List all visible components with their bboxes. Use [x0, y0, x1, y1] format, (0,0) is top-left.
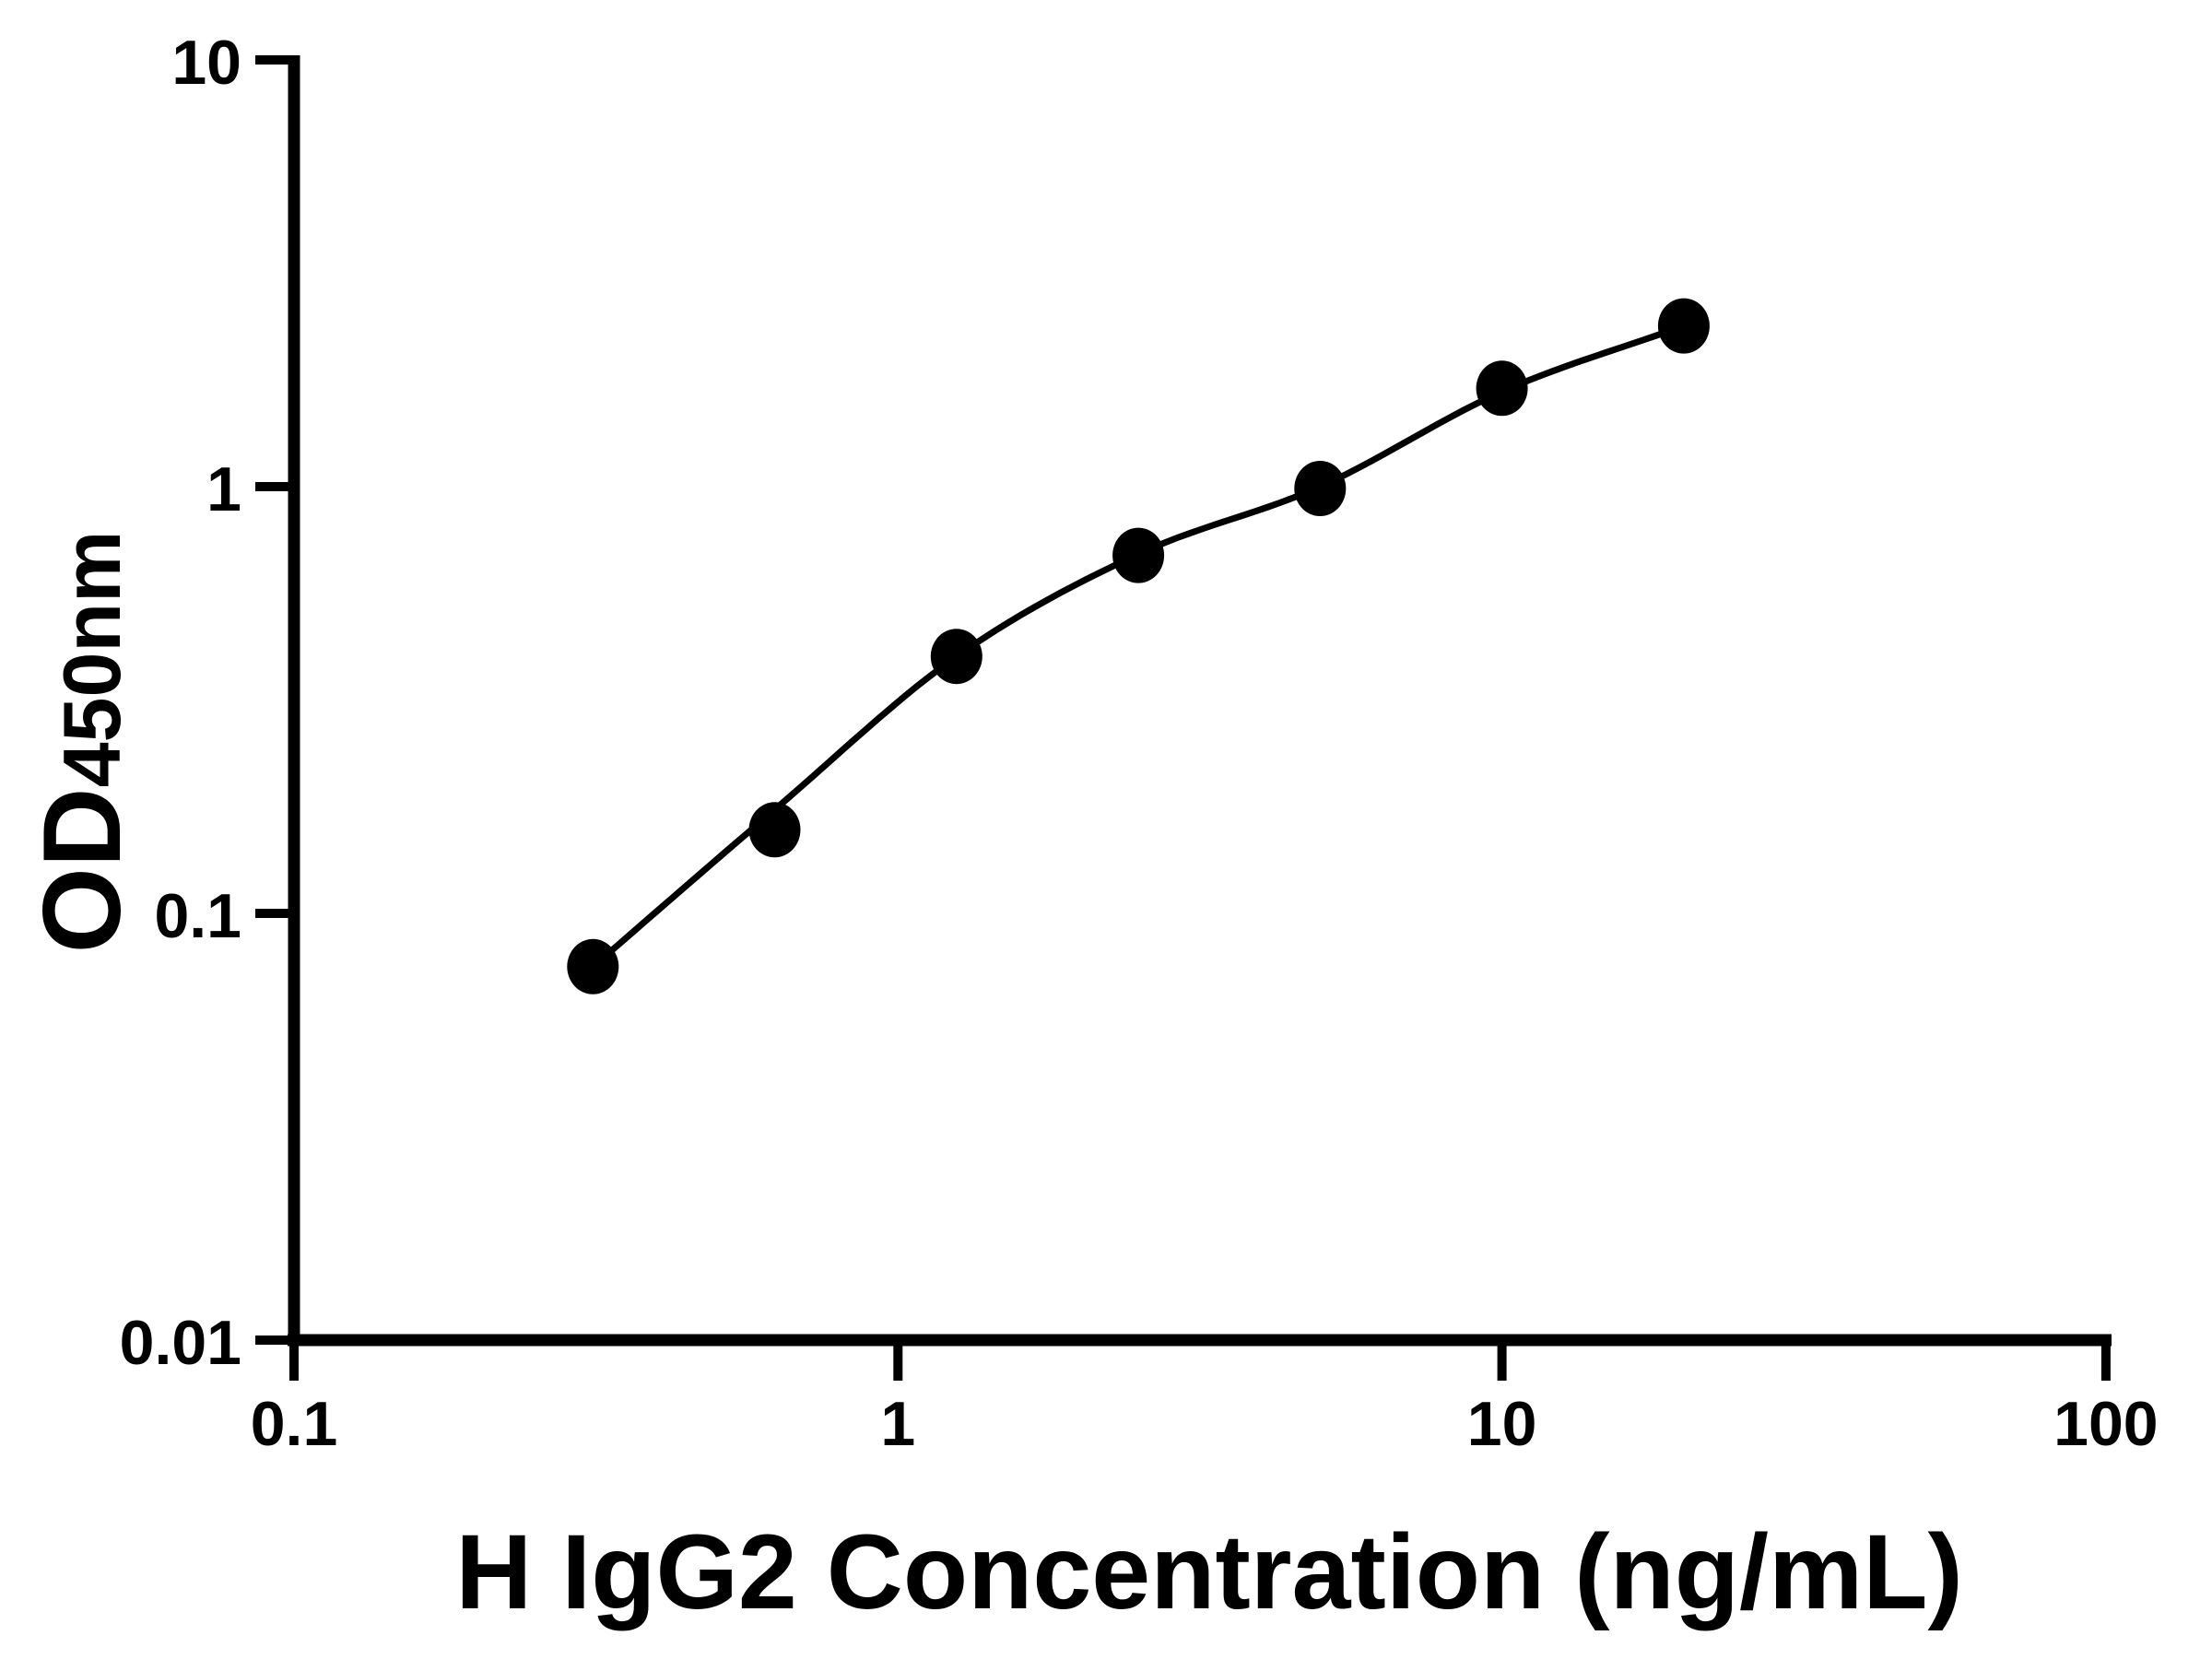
fit-curve-group	[589, 323, 1688, 971]
y-tick-label: 0.1	[154, 881, 241, 951]
data-point	[1476, 360, 1528, 417]
y-axis-title-sub: 450nm	[46, 531, 137, 788]
x-tick-label: 10	[1467, 1389, 1537, 1459]
y-axis-ticks: 10 1 0.1 0.01	[120, 28, 294, 1378]
fit-curve	[589, 323, 1688, 971]
data-point	[748, 802, 801, 858]
y-tick-label: 0.01	[120, 1308, 241, 1378]
x-tick-label: 0.1	[251, 1389, 338, 1459]
y-axis-title-main: OD	[20, 787, 144, 953]
y-axis-title: OD450nm	[20, 531, 144, 954]
x-axis-ticks: 0.1 1 10 100	[251, 1340, 2159, 1459]
data-points-group	[567, 298, 1710, 994]
data-point	[1657, 298, 1710, 354]
data-point	[1112, 527, 1165, 583]
data-point	[1294, 461, 1347, 516]
data-point	[930, 629, 982, 685]
data-point	[567, 938, 619, 994]
x-tick-label: 1	[880, 1389, 915, 1459]
x-tick-label: 100	[2053, 1389, 2158, 1459]
y-tick-label: 10	[171, 28, 241, 98]
x-axis-title: H IgG2 Concentration (ng/mL)	[455, 1513, 1963, 1631]
y-tick-label: 1	[206, 454, 241, 524]
